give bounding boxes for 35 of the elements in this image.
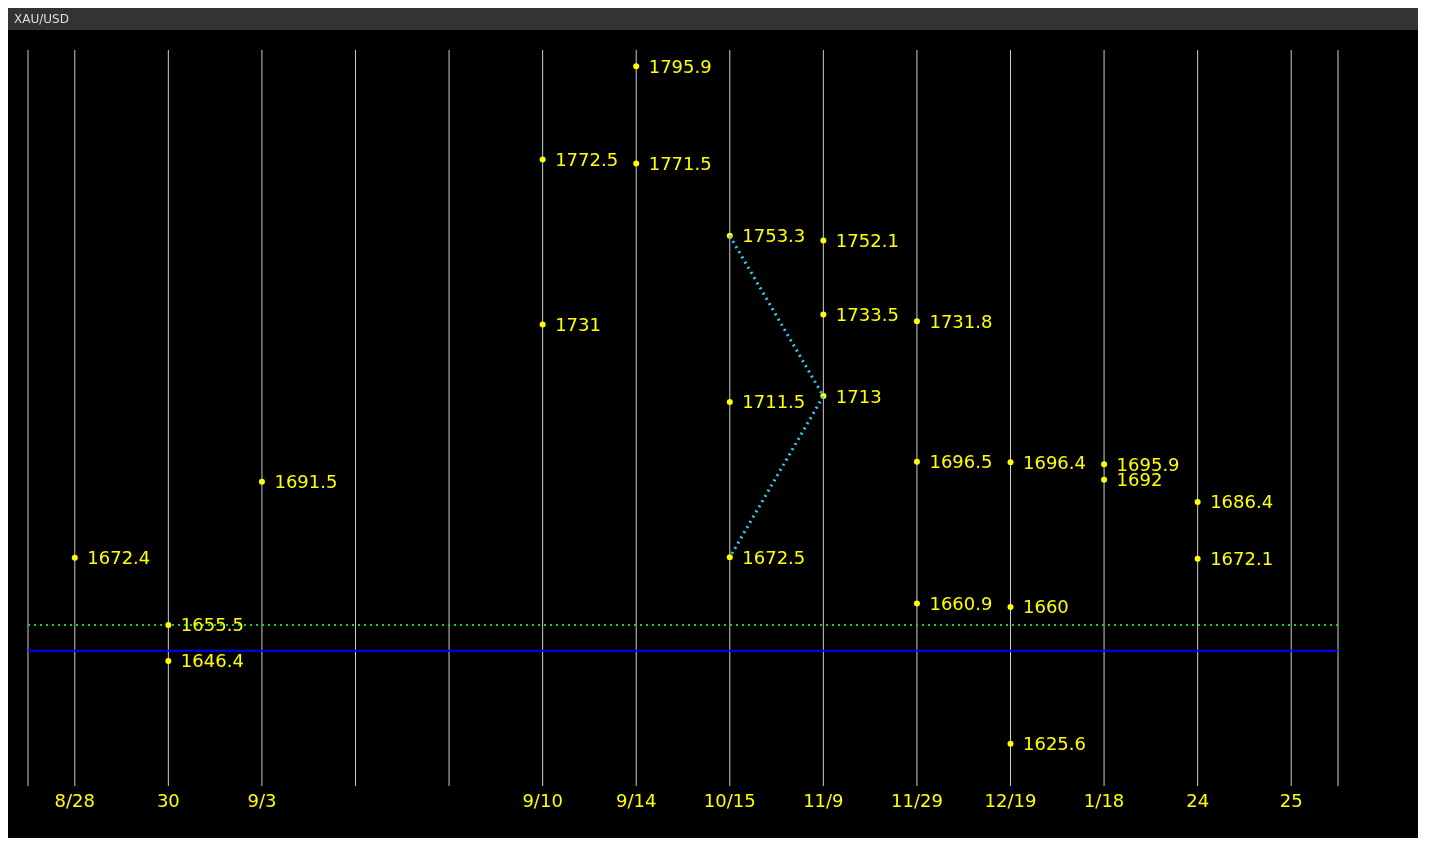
data-label: 1771.5 <box>648 152 712 174</box>
x-tick-label: 25 <box>1279 789 1303 811</box>
x-tick-label: 24 <box>1186 789 1210 811</box>
data-label: 1625.6 <box>1023 733 1086 755</box>
x-tick-label: 1/18 <box>1083 789 1125 811</box>
data-label: 1731 <box>555 313 601 335</box>
x-tick-label: 30 <box>156 789 180 811</box>
data-label: 1752.1 <box>835 229 899 251</box>
data-label: 1696.4 <box>1023 451 1086 473</box>
data-label: 1713 <box>835 385 882 407</box>
data-label: 1655.5 <box>180 614 244 636</box>
x-tick-label: 9/3 <box>247 789 277 811</box>
data-label: 1753.3 <box>742 225 806 247</box>
x-tick-label: 11/9 <box>803 789 844 811</box>
x-tick-label: 12/19 <box>984 789 1037 811</box>
data-label: 1686.4 <box>1210 491 1274 513</box>
data-label: 1691.5 <box>274 471 338 493</box>
data-label: 1672.5 <box>742 546 806 568</box>
chart-title: XAU/USD <box>8 8 1418 30</box>
x-tick-label: 11/29 <box>890 789 943 811</box>
x-tick-label: 9/14 <box>616 789 657 811</box>
data-label: 1672.1 <box>1210 548 1274 570</box>
data-label: 1795.9 <box>648 55 712 77</box>
data-label: 1711.5 <box>742 391 806 413</box>
x-tick-label: 8/28 <box>54 789 95 811</box>
x-tick-label: 9/10 <box>522 789 563 811</box>
data-label: 1731.8 <box>929 310 993 332</box>
data-label: 1696.5 <box>929 451 993 473</box>
data-label: 1660.9 <box>929 592 993 614</box>
data-label: 1672.4 <box>87 547 151 569</box>
data-label: 1646.4 <box>180 650 244 672</box>
data-label: 1772.5 <box>555 148 619 170</box>
data-label: 1660 <box>1023 596 1069 618</box>
data-label: 1733.5 <box>835 303 899 325</box>
x-tick-label: 10/15 <box>703 789 756 811</box>
